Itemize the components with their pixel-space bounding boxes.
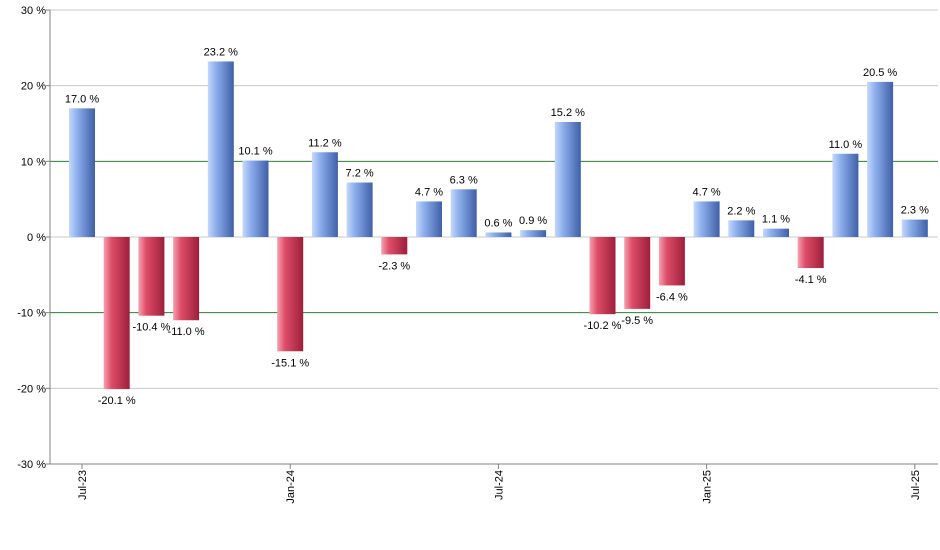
bar: [381, 237, 408, 255]
bar: [416, 201, 442, 237]
data-label: 23.2 %: [204, 46, 238, 58]
data-label: 6.3 %: [450, 174, 478, 186]
data-label: -10.2 %: [584, 320, 622, 332]
data-label: -11.0 %: [168, 326, 205, 338]
y-tick-label: 30 %: [21, 5, 46, 17]
x-tick-label: Jul-25: [910, 470, 922, 500]
bar: [485, 232, 512, 237]
data-label: 10.1 %: [238, 146, 272, 158]
bar: [658, 237, 685, 286]
data-label: 15.2 %: [551, 107, 585, 119]
bar: [207, 61, 234, 237]
data-label: -9.5 %: [621, 315, 653, 327]
data-label: 17.0 %: [65, 93, 99, 105]
bar: [832, 153, 859, 237]
data-label: 2.3 %: [901, 205, 929, 217]
bar: [242, 160, 269, 237]
bar: [69, 108, 95, 237]
bar: [450, 189, 477, 237]
data-label: 20.5 %: [863, 67, 897, 79]
bar: [763, 228, 789, 237]
data-label: -10.4 %: [132, 322, 170, 334]
data-label: -6.4 %: [656, 291, 688, 303]
data-label: -2.3 %: [378, 260, 410, 272]
bar: [277, 237, 304, 352]
data-label: 11.0 %: [829, 139, 863, 151]
bar: [311, 152, 338, 237]
data-label: 1.1 %: [762, 214, 790, 226]
data-label: 0.9 %: [519, 215, 547, 227]
bar: [346, 182, 373, 237]
bar: [693, 201, 720, 237]
data-label: 11.2 %: [308, 137, 342, 149]
x-tick-label: Jul-23: [77, 470, 89, 500]
data-label: 4.7 %: [693, 186, 721, 198]
data-label: 7.2 %: [346, 168, 374, 180]
x-tick-label: Jan-25: [702, 470, 714, 504]
x-tick-label: Jul-24: [493, 470, 505, 500]
y-tick-label: -30 %: [17, 459, 46, 471]
bar: [103, 237, 130, 390]
data-label: -15.1 %: [271, 357, 309, 369]
bar: [138, 237, 165, 316]
data-label: 2.2 %: [727, 205, 755, 217]
bar: [520, 230, 547, 237]
y-tick-label: 10 %: [21, 156, 46, 168]
bar: [173, 237, 200, 321]
data-label: 0.6 %: [484, 217, 512, 229]
y-tick-label: 0 %: [27, 232, 46, 244]
axes: 30 % 20 % 10 % 0 % -10 % -20 % -30 % Jul-23 Jan-…: [17, 5, 938, 504]
bar: [589, 237, 616, 315]
bar: [728, 220, 755, 237]
data-label: -20.1 %: [98, 395, 136, 407]
bar: [901, 219, 928, 237]
bar: [797, 237, 824, 269]
data-labels: 17.0 % -20.1 % -10.4 %-11.0 % 23.2 % 10.1 % -…: [65, 46, 929, 407]
bar: [624, 237, 651, 309]
x-tick-label: Jan-24: [285, 470, 297, 504]
y-tick-label: -10 %: [17, 308, 46, 320]
data-label: 4.7 %: [415, 186, 443, 198]
data-label: -4.1 %: [795, 274, 827, 286]
bar: [867, 81, 894, 237]
bars: [69, 61, 928, 390]
y-tick-label: -20 %: [17, 383, 46, 395]
bar: [554, 121, 581, 237]
y-tick-label: 20 %: [21, 81, 46, 93]
